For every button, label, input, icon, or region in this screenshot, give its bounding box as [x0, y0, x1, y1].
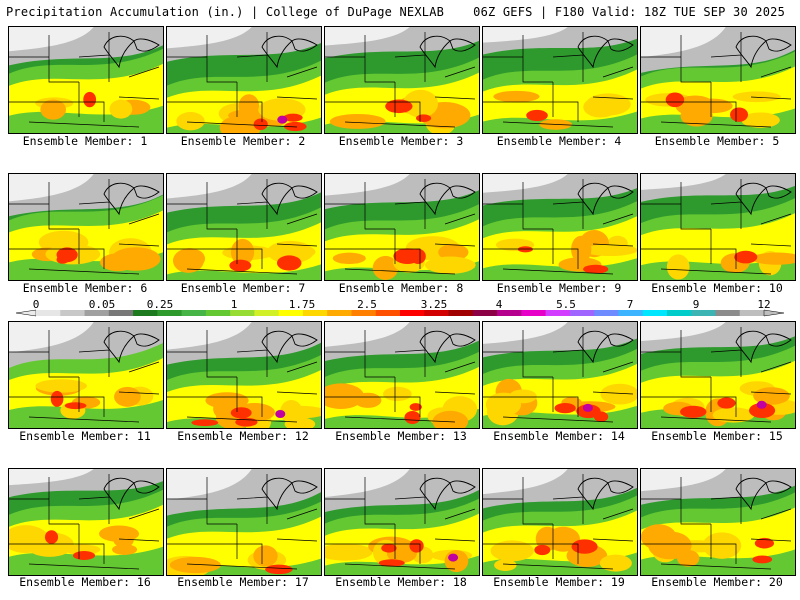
precip-colorbar — [15, 309, 785, 317]
ensemble-member-caption: Ensemble Member: 3 — [338, 134, 464, 148]
colorbar-swatch — [60, 310, 86, 316]
ensemble-member-map — [640, 173, 796, 281]
colorbar-swatch — [36, 310, 61, 316]
ensemble-member-caption: Ensemble Member: 9 — [496, 281, 622, 295]
ensemble-member-caption: Ensemble Member: 18 — [335, 575, 467, 589]
ensemble-member-caption: Ensemble Member: 6 — [22, 281, 148, 295]
colorbar-swatch — [157, 310, 183, 316]
header-run-info: 06Z GEFS | F180 Valid: 18Z TUE SEP 30 20… — [473, 5, 785, 19]
colorbar-swatch — [715, 310, 741, 316]
ensemble-member-caption: Ensemble Member: 11 — [19, 429, 151, 443]
ensemble-member-caption: Ensemble Member: 13 — [335, 429, 467, 443]
colorbar-tick-label: 7 — [626, 298, 634, 311]
colorbar-swatch — [448, 310, 474, 316]
colorbar-swatch — [545, 310, 571, 316]
ensemble-member-map — [8, 468, 164, 576]
ensemble-member-caption: Ensemble Member: 19 — [493, 575, 625, 589]
ensemble-member-map — [482, 26, 638, 134]
colorbar-swatch — [594, 310, 619, 316]
ensemble-member-map — [8, 173, 164, 281]
colorbar-swatch — [278, 310, 304, 316]
colorbar-tick-label: 1 — [230, 298, 238, 311]
colorbar-swatch — [424, 310, 450, 316]
ensemble-member-map — [324, 173, 480, 281]
colorbar-swatch — [108, 310, 134, 316]
colorbar-swatch — [302, 310, 328, 316]
colorbar-tick-label: 1.75 — [288, 298, 316, 311]
colorbar-swatch — [181, 310, 207, 316]
ensemble-member-caption: Ensemble Member: 2 — [180, 134, 306, 148]
colorbar-swatch — [375, 310, 401, 316]
colorbar-swatch — [205, 310, 231, 316]
ensemble-member-map — [482, 173, 638, 281]
ensemble-member-map — [8, 26, 164, 134]
ensemble-member-caption: Ensemble Member: 1 — [22, 134, 148, 148]
ensemble-member-map — [166, 173, 322, 281]
colorbar-tick-label: 0 — [32, 298, 40, 311]
ensemble-member-map — [166, 321, 322, 429]
ensemble-member-caption: Ensemble Member: 14 — [493, 429, 625, 443]
ensemble-member-caption: Ensemble Member: 10 — [651, 281, 783, 295]
colorbar-swatch — [327, 310, 352, 316]
colorbar-swatch — [254, 310, 280, 316]
colorbar-swatch — [351, 310, 377, 316]
ensemble-member-map — [640, 26, 796, 134]
ensemble-member-caption: Ensemble Member: 17 — [177, 575, 309, 589]
colorbar-swatch — [618, 310, 644, 316]
colorbar-max-arrow — [763, 309, 785, 317]
colorbar-swatch — [739, 310, 765, 316]
colorbar-swatch — [521, 310, 547, 316]
ensemble-member-caption: Ensemble Member: 15 — [651, 429, 783, 443]
ensemble-member-caption: Ensemble Member: 5 — [654, 134, 780, 148]
ensemble-member-map — [482, 468, 638, 576]
colorbar-swatch — [400, 310, 425, 316]
colorbar-tick-label: 12 — [757, 298, 771, 311]
colorbar-tick-label: 0.25 — [146, 298, 174, 311]
colorbar-tick-label: 2.5 — [357, 298, 377, 311]
colorbar-swatch — [642, 310, 668, 316]
colorbar-tick-label: 3.25 — [420, 298, 448, 311]
colorbar-swatch — [569, 310, 595, 316]
ensemble-member-map — [482, 321, 638, 429]
ensemble-member-map — [324, 26, 480, 134]
ensemble-member-map — [166, 26, 322, 134]
colorbar-tick-label: 5.5 — [556, 298, 576, 311]
ensemble-member-caption: Ensemble Member: 16 — [19, 575, 151, 589]
ensemble-member-map — [8, 321, 164, 429]
ensemble-member-map — [640, 468, 796, 576]
colorbar-swatch — [133, 310, 158, 316]
colorbar-tick-label: 4 — [495, 298, 503, 311]
ensemble-member-caption: Ensemble Member: 20 — [651, 575, 783, 589]
colorbar-swatch — [497, 310, 522, 316]
header-title: Precipitation Accumulation (in.) | Colle… — [6, 5, 445, 19]
ensemble-member-caption: Ensemble Member: 8 — [338, 281, 464, 295]
colorbar-swatch — [84, 310, 110, 316]
ensemble-member-caption: Ensemble Member: 7 — [180, 281, 306, 295]
ensemble-member-map — [324, 321, 480, 429]
colorbar-tick-label: 9 — [692, 298, 700, 311]
ensemble-member-map — [166, 468, 322, 576]
colorbar-swatch — [472, 310, 498, 316]
ensemble-member-caption: Ensemble Member: 12 — [177, 429, 309, 443]
colorbar-swatch — [230, 310, 255, 316]
ensemble-member-caption: Ensemble Member: 4 — [496, 134, 622, 148]
colorbar-swatch — [691, 310, 716, 316]
ensemble-member-map — [324, 468, 480, 576]
colorbar-swatch — [666, 310, 692, 316]
ensemble-member-map — [640, 321, 796, 429]
colorbar-tick-label: 0.05 — [88, 298, 116, 311]
